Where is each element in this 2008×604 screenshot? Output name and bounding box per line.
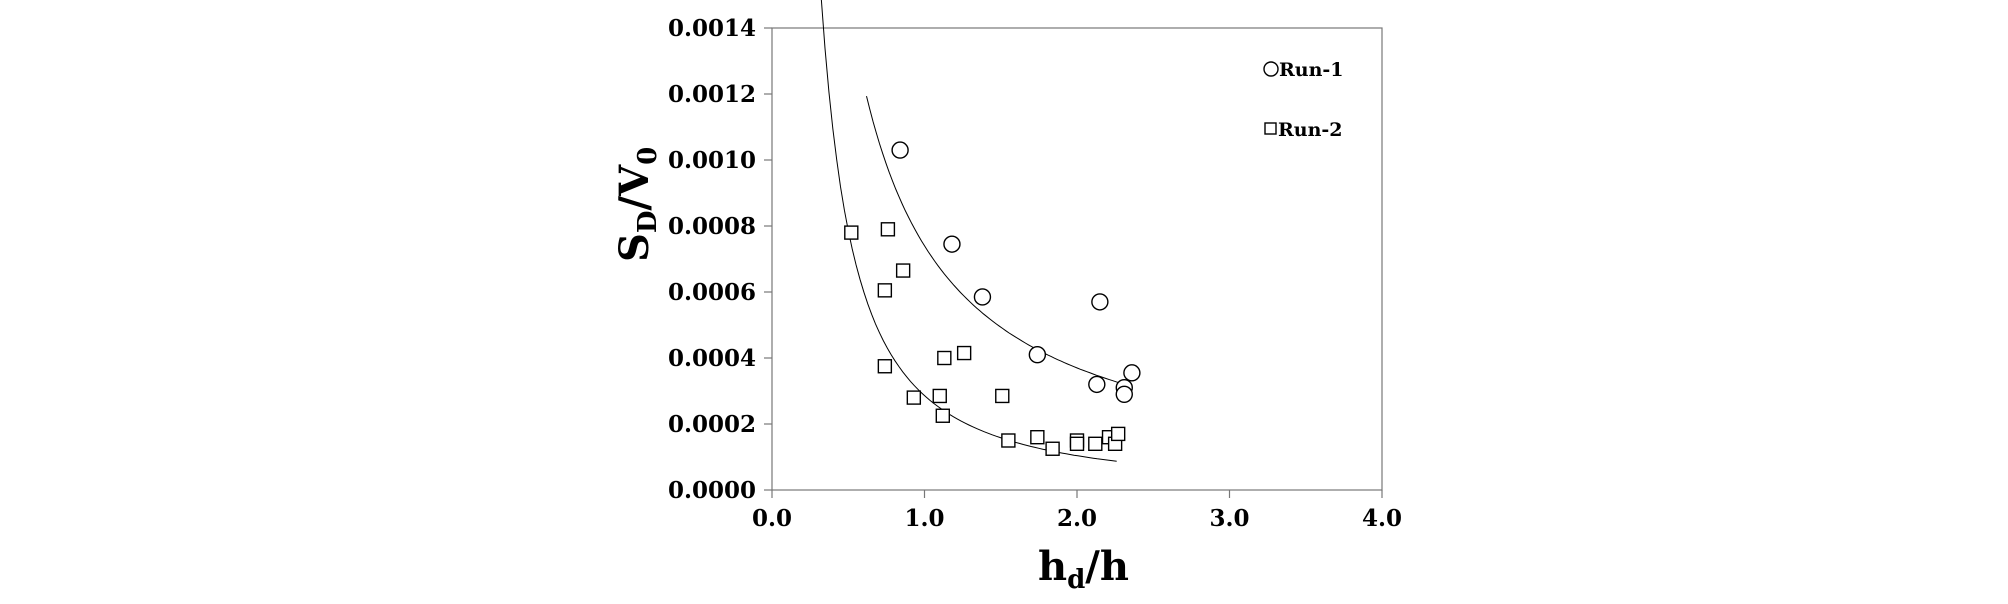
data-point-run-2 bbox=[880, 222, 896, 237]
data-point-run-2 bbox=[844, 225, 859, 240]
data-point-run-2 bbox=[1088, 436, 1103, 451]
x-tick-label: 3.0 bbox=[1209, 505, 1249, 532]
data-point-run-2 bbox=[877, 359, 893, 374]
data-point-run-1 bbox=[1123, 364, 1141, 382]
y-axis-title: SD/V0 bbox=[611, 147, 663, 262]
fit-curve-run-2 bbox=[820, 0, 1117, 462]
x-axis-title-subscript: d bbox=[1067, 565, 1085, 595]
x-axis-title-main: h bbox=[1038, 543, 1067, 590]
data-point-run-2 bbox=[935, 408, 950, 423]
data-markers bbox=[844, 141, 1141, 456]
legend-label-run-1: Run-1 bbox=[1279, 59, 1344, 81]
y-tick-label: 0.0006 bbox=[668, 279, 756, 306]
data-point-run-2 bbox=[932, 388, 947, 404]
data-point-run-2 bbox=[956, 345, 972, 361]
data-point-run-2 bbox=[1110, 426, 1126, 442]
fit-curves bbox=[820, 0, 1126, 462]
fit-curve-run-1 bbox=[866, 95, 1126, 386]
legend: Run-1 Run-2 bbox=[1263, 59, 1344, 141]
data-point-run-2 bbox=[877, 283, 893, 298]
plot-area bbox=[771, 0, 1383, 491]
data-point-run-2 bbox=[1069, 436, 1085, 451]
y-tick-label: 0.0000 bbox=[668, 477, 756, 504]
data-point-run-1 bbox=[1115, 385, 1133, 403]
data-point-run-1 bbox=[943, 235, 961, 253]
data-point-run-1 bbox=[973, 288, 992, 306]
data-point-run-2 bbox=[1001, 433, 1016, 448]
x-tick-label: 1.0 bbox=[904, 505, 944, 532]
data-point-run-2 bbox=[1030, 430, 1045, 445]
data-point-run-1 bbox=[1091, 293, 1109, 311]
data-point-run-2 bbox=[906, 390, 922, 405]
y-tick-label: 0.0008 bbox=[668, 213, 756, 240]
y-axis-title-subscript-0: 0 bbox=[633, 147, 663, 165]
x-tick-label: 0.0 bbox=[752, 505, 792, 532]
y-tick-label: 0.0012 bbox=[668, 81, 756, 108]
x-axis: 0.0 1.0 2.0 3.0 4.0 bbox=[752, 490, 1402, 532]
data-point-run-2 bbox=[895, 263, 911, 278]
data-point-run-1 bbox=[1088, 375, 1106, 394]
y-tick-label: 0.0002 bbox=[668, 411, 756, 438]
legend-marker-square bbox=[1264, 122, 1277, 135]
legend-label-run-2: Run-2 bbox=[1278, 119, 1343, 141]
y-axis-title-subscript-d: D bbox=[633, 211, 663, 234]
y-axis-title-main: S bbox=[611, 233, 658, 262]
y-axis-title-mid: /V bbox=[611, 164, 658, 211]
y-tick-label: 0.0014 bbox=[668, 15, 756, 42]
legend-marker-circle bbox=[1263, 61, 1279, 77]
x-tick-label: 2.0 bbox=[1057, 505, 1097, 532]
data-point-run-1 bbox=[1028, 346, 1047, 364]
y-tick-label: 0.0010 bbox=[668, 147, 756, 174]
y-tick-label: 0.0004 bbox=[668, 345, 756, 372]
x-tick-label: 4.0 bbox=[1362, 505, 1402, 532]
legend-item-run-1: Run-1 bbox=[1263, 59, 1344, 81]
plot-frame bbox=[771, 27, 1383, 491]
data-point-run-2 bbox=[937, 350, 952, 366]
legend-item-run-2: Run-2 bbox=[1264, 119, 1343, 141]
data-point-run-2 bbox=[995, 388, 1010, 404]
y-axis: 0.0000 0.0002 0.0004 0.0006 0.0008 0.0010 0.00… bbox=[668, 15, 772, 504]
data-point-run-1 bbox=[891, 141, 909, 159]
x-axis-title: hd/h bbox=[1038, 543, 1129, 595]
data-point-run-2 bbox=[1045, 441, 1060, 456]
x-axis-title-suffix: /h bbox=[1085, 543, 1129, 590]
